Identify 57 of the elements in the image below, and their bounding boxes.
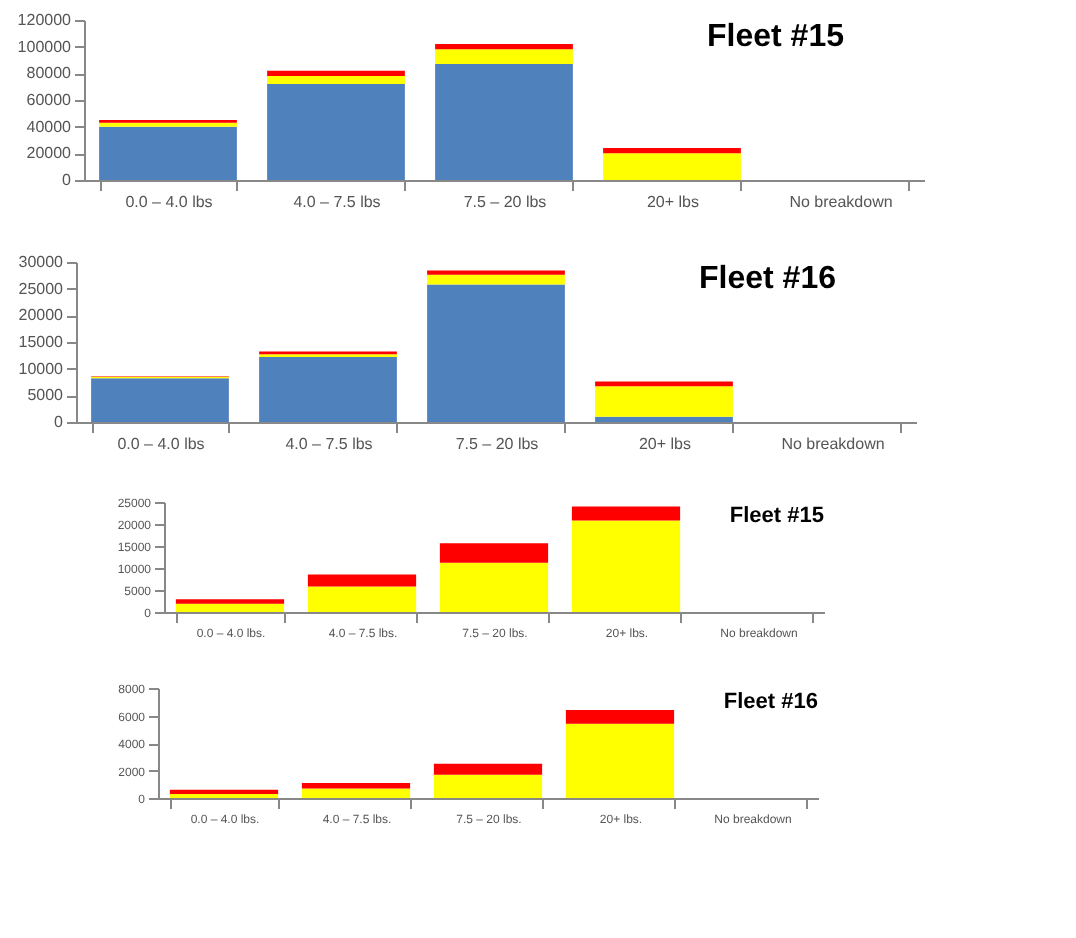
bar (91, 378, 229, 422)
bar (175, 603, 285, 612)
bar (427, 284, 565, 422)
y-tick-label: 100000 (17, 37, 73, 56)
bar (435, 49, 573, 64)
bar (439, 562, 549, 612)
y-tick-label: 120000 (17, 11, 73, 29)
bar (603, 148, 741, 154)
y-tick-label: 10000 (18, 359, 65, 378)
bar (307, 574, 417, 587)
y-tick-label: 15000 (18, 333, 65, 351)
x-tick-label: No breakdown (781, 435, 885, 453)
x-tick-label: 0.0 – 4.0 lbs (117, 435, 205, 453)
bar (267, 76, 405, 84)
bar (433, 774, 543, 798)
x-tick-label: 4.0 – 7.5 lbs (293, 193, 381, 211)
y-tick-label: 0 (62, 171, 73, 189)
bar (595, 381, 733, 387)
bar (595, 416, 733, 422)
bar (307, 586, 417, 612)
bar (267, 84, 405, 180)
y-tick-label: 0 (54, 413, 65, 431)
chart-title: Fleet #16 (723, 690, 818, 714)
x-tick-label: 20+ lbs (638, 435, 692, 453)
bar (301, 782, 411, 789)
bar (595, 386, 733, 417)
bar (259, 356, 397, 422)
y-tick-label: 5000 (27, 386, 65, 405)
y-tick-label: 30000 (18, 253, 65, 271)
bar (603, 153, 741, 180)
bar (565, 723, 675, 798)
x-tick-label: 20+ lbs (646, 193, 700, 211)
x-tick-label: 7.5 – 20 lbs (455, 435, 539, 453)
y-tick-label: 20000 (26, 144, 73, 163)
y-tick-label: 20000 (18, 306, 65, 325)
y-tick-label: 80000 (26, 64, 73, 83)
chart-title: Fleet #15 (707, 20, 845, 54)
bar (99, 126, 237, 180)
x-tick-label: 0.0 – 4.0 lbs (125, 193, 213, 211)
bar (565, 710, 675, 724)
bar (571, 506, 681, 521)
bar (301, 788, 411, 798)
y-tick-label: 60000 (26, 91, 73, 109)
y-tick-label: 25000 (18, 279, 65, 298)
x-tick-label: No breakdown (789, 193, 893, 211)
y-tick-label: 40000 (26, 117, 73, 136)
x-tick-label: 7.5 – 20 lbs (463, 193, 547, 211)
bar (267, 70, 405, 76)
chart-title: Fleet #15 (729, 504, 824, 528)
bar (439, 543, 549, 563)
bar (435, 64, 573, 180)
bar (435, 44, 573, 50)
bar (433, 763, 543, 775)
bar (427, 274, 565, 285)
x-tick-label: 4.0 – 7.5 lbs (285, 435, 373, 453)
bar (571, 520, 681, 612)
chart-title: Fleet #16 (699, 262, 837, 296)
